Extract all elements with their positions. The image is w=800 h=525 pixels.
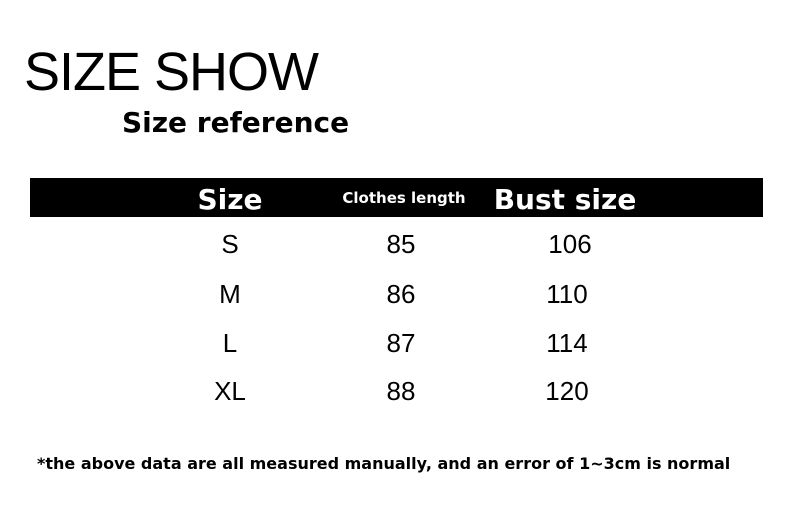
table-header: Size Clothes length Bust size: [30, 178, 763, 217]
header-clothes-length: Clothes length: [342, 189, 466, 207]
cell-size: XL: [214, 376, 246, 406]
cell-bust-size: 106: [548, 229, 592, 259]
cell-bust-size: 120: [545, 376, 589, 406]
header-size: Size: [197, 183, 263, 216]
cell-clothes-length: 85: [386, 229, 416, 259]
cell-size: M: [219, 279, 241, 309]
cell-clothes-length: 88: [386, 376, 416, 406]
cell-size: S: [221, 229, 239, 259]
page-title: SIZE SHOW: [24, 42, 319, 102]
measurement-note: *the above data are all measured manuall…: [37, 454, 731, 473]
cell-clothes-length: 87: [386, 328, 416, 358]
cell-bust-size: 114: [546, 328, 588, 358]
cell-clothes-length: 86: [386, 279, 416, 309]
table-row: S 85 106: [0, 224, 800, 264]
table-row: XL 88 120: [0, 371, 800, 411]
table-row: M 86 110: [0, 274, 800, 314]
table-row: L 87 114: [0, 323, 800, 363]
cell-size: L: [222, 328, 238, 358]
cell-bust-size: 110: [546, 279, 588, 309]
header-bust-size: Bust size: [493, 183, 637, 216]
page-subtitle: Size reference: [122, 106, 350, 139]
